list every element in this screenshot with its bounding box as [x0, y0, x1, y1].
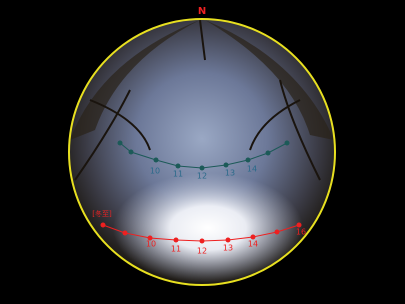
hour-label: 13 [223, 244, 233, 253]
north-label: N [198, 6, 206, 17]
hour-label: 10 [150, 167, 160, 176]
sun-position [154, 158, 159, 163]
sky-photo [69, 19, 335, 285]
page: N [冬至] 1011121314101112131416 (() => { c… [0, 0, 405, 304]
hour-label: 14 [247, 165, 257, 174]
fisheye-view: N [冬至] 10 11 12 13 14 10 11 12 13 14 16 [0, 0, 405, 304]
hour-label: 14 [248, 240, 258, 249]
hour-label: 16 [296, 228, 306, 237]
sun-position [246, 158, 251, 163]
hour-label: 13 [225, 169, 235, 178]
hour-label: 11 [173, 170, 183, 179]
hour-label: 10 [146, 240, 156, 249]
sun-position [174, 238, 179, 243]
hour-label: 11 [171, 245, 181, 254]
winter-label: [冬至] [92, 209, 112, 218]
sun-position [266, 151, 271, 156]
hour-label: 12 [197, 247, 207, 256]
sun-position [226, 238, 231, 243]
sun-position [200, 166, 205, 171]
hour-label: 12 [197, 172, 207, 181]
sun-position [176, 164, 181, 169]
sun-position [275, 230, 280, 235]
sun-position [101, 223, 106, 228]
sun-position [123, 231, 128, 236]
sun-position [118, 141, 123, 146]
sun-position [129, 150, 134, 155]
sun-position [224, 163, 229, 168]
sun-position [200, 239, 205, 244]
sun-position [285, 141, 290, 146]
